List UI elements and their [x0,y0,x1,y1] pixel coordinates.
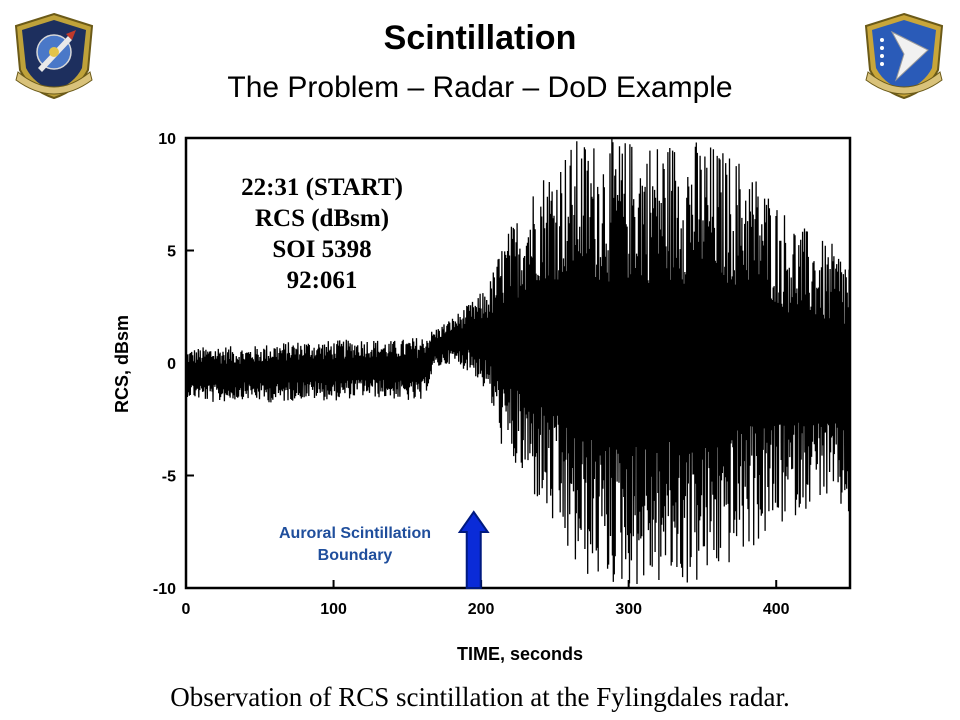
x-axis-title: TIME, seconds [457,644,583,664]
annotation-line-1: Auroral Scintillation [279,525,431,542]
axis-ticks: 0 100 200 300 400 10 5 0 -5 -10 [153,131,790,618]
y-tick-label: 10 [158,131,176,148]
stamp-line-4: 92:061 [287,267,358,294]
stamp-line-3: SOI 5398 [272,236,371,263]
x-tick-label: 100 [320,601,347,618]
y-tick-label: -5 [162,469,176,486]
y-tick-label: 5 [167,244,176,261]
slide-subtitle: The Problem – Radar – DoD Example [227,71,733,104]
auroral-boundary-annotation: Auroral Scintillation Boundary [240,510,490,589]
boundary-arrow [457,510,490,589]
y-tick-label: 0 [167,356,176,373]
y-axis-title: RCS, dBsm [112,315,132,413]
y-tick-label: -10 [153,581,176,598]
stamp-line-2: RCS (dBsm) [255,205,389,232]
stamp-line-1: 22:31 (START) [241,174,403,201]
annotation-line-2: Boundary [318,547,393,564]
space-and-missile-systems-center-emblem [14,12,94,100]
slide-title: Scintillation [383,19,577,57]
air-force-research-laboratory-emblem [864,12,944,100]
x-tick-label: 400 [763,601,790,618]
rcs-trace [185,138,851,585]
slide-caption: Observation of RCS scintillation at the … [170,682,790,712]
rcs-series-line [185,138,851,585]
x-tick-label: 0 [182,601,191,618]
x-tick-label: 300 [615,601,642,618]
x-tick-label: 200 [468,601,495,618]
